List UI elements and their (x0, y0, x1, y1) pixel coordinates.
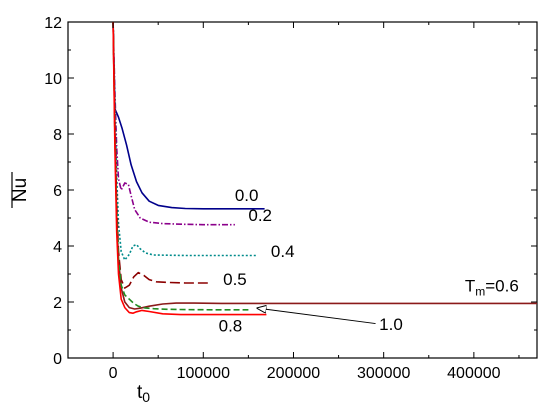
series-layer (112, 21, 537, 316)
y-tick-label: 8 (53, 127, 62, 144)
tick-layer: 0 100000 200000 300000 400000 0 2 4 6 8 10 12 (44, 15, 537, 382)
curve-label: Tm=0.6 (465, 276, 519, 298)
series-line (112, 21, 235, 226)
x-axis-title-subscript: 0 (142, 389, 150, 405)
curve-label: 0.5 (223, 270, 247, 289)
x-axis-title-main: t (137, 382, 143, 403)
y-axis-title: Nu (10, 178, 31, 202)
plot-frame (67, 21, 538, 359)
y-tick-label: 4 (53, 239, 62, 256)
curve-label: 1.0 (379, 315, 403, 334)
plot-border (67, 21, 538, 359)
curve-label: 0.4 (271, 242, 295, 261)
x-tick-label: 100000 (177, 365, 230, 382)
y-tick-label: 10 (44, 71, 62, 88)
x-axis-title: t0 (137, 382, 150, 405)
series-line (112, 21, 208, 289)
series-line (112, 21, 265, 210)
curve-label: 0.8 (219, 316, 243, 335)
x-tick-label: 400000 (447, 365, 500, 382)
x-tick-label: 300000 (357, 365, 410, 382)
y-tick-label: 2 (53, 295, 62, 312)
annotation-arrow (257, 308, 376, 325)
y-tick-label: 12 (44, 15, 62, 32)
series-line (112, 21, 267, 316)
x-tick-label: 200000 (267, 365, 320, 382)
curve-label: 0.0 (235, 186, 259, 205)
series-line (112, 21, 537, 310)
y-tick-label: 6 (53, 183, 62, 200)
curve-label: 0.2 (248, 206, 272, 225)
x-tick-label: 0 (109, 365, 118, 382)
y-tick-label: 0 (53, 351, 62, 368)
series-line (112, 21, 258, 261)
series-line (112, 21, 249, 311)
annotation-layer: 0.00.2 0.4 0.5 Tm=0.6 1.0 0.8 (219, 186, 519, 335)
